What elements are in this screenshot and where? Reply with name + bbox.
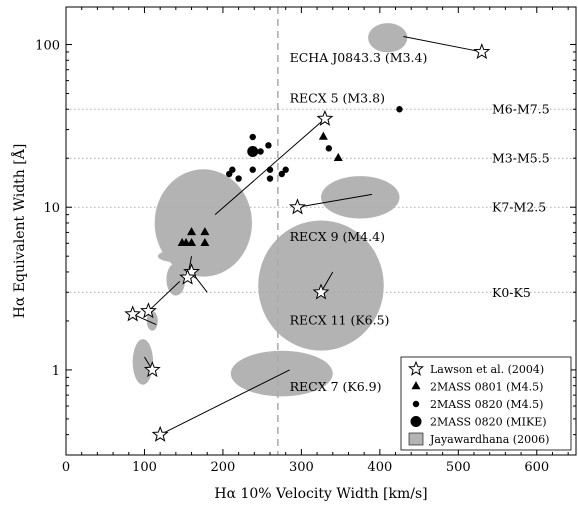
legend-marker-star (407, 360, 425, 376)
point-2mass0820 (325, 145, 333, 152)
legend-marker-large-circle (410, 416, 422, 427)
x-tick-label: 400 (367, 460, 392, 475)
legend-label: 2MASS 0801 (M4.5) (430, 381, 543, 394)
point-2mass0801 (187, 227, 197, 236)
point-lawson (143, 361, 161, 378)
point-lawson (288, 198, 306, 215)
x-axis-title: Hα 10% Velocity Width [km/s] (214, 486, 427, 502)
point-2mass0820 (257, 148, 264, 155)
point-2mass0801 (200, 227, 210, 236)
jayawardhana-region (368, 23, 408, 53)
point-2mass0820 (266, 175, 274, 182)
legend-label: 2MASS 0820 (M4.5) (430, 398, 543, 411)
point-2mass0801 (200, 237, 210, 247)
object-annotation: RECX 5 (M3.8) (290, 91, 385, 106)
legend-marker-triangle (411, 381, 421, 390)
object-annotation: RECX 9 (M4.4) (290, 229, 385, 244)
point-2mass0801 (318, 131, 328, 140)
legend: Lawson et al. (2004) 2MASS 0801 (M4.5) 2MA… (400, 356, 572, 451)
legend-label: Jayawardhana (2006) (429, 433, 549, 446)
axes: 0 100 200 300 400 500 600 1 10 100 Hα 10% Velocity… (10, 6, 577, 502)
point-2mass0820 (235, 175, 242, 182)
x-tick-label: 100 (132, 460, 157, 475)
spectral-type-label: K7-M2.5 (492, 200, 546, 215)
jayawardhana-region (146, 311, 158, 331)
point-lawson (124, 305, 142, 322)
connector-line (297, 193, 373, 208)
jayawardhana-region (132, 339, 154, 385)
y-tick-label: 1 (52, 364, 60, 379)
x-tick-label: 600 (524, 460, 549, 475)
y-tick-label: 10 (43, 201, 60, 216)
point-2mass0820 (278, 170, 285, 178)
spectral-type-label: M3-M5.5 (492, 151, 550, 166)
legend-box (400, 356, 572, 451)
point-lawson (473, 42, 491, 60)
jayawardhana-region (157, 249, 202, 263)
jayawardhana-regions (132, 23, 408, 397)
point-2mass0820 (396, 106, 403, 113)
object-annotation: RECX 7 (K6.9) (290, 379, 382, 394)
point-2mass0820 (265, 142, 272, 149)
point-lawson (179, 268, 197, 285)
text-labels: M6-M7.5 M3-M5.5 K7-M2.5 K0-K5 ECHA J0843.3 (… (290, 50, 550, 394)
legend-marker-small-circle (412, 400, 420, 408)
y-axis-title: Hα Equivalent Width [Å] (10, 144, 28, 319)
legend-label: 2MASS 0820 (MIKE) (430, 416, 547, 429)
point-2mass0820 (249, 166, 256, 173)
x-tick-label: 500 (446, 460, 471, 475)
point-lawson (139, 302, 157, 319)
y-tick-label: 100 (35, 38, 60, 53)
reference-lines (66, 7, 576, 455)
x-tick-label: 0 (62, 460, 70, 475)
point-2mass0801 (187, 237, 197, 247)
point-lawson (316, 109, 334, 126)
point-2mass0820 (266, 166, 274, 173)
jayawardhana-region (321, 176, 400, 219)
point-lawson (151, 425, 169, 442)
x-tick-label: 200 (211, 460, 236, 475)
object-annotation: ECHA J0843.3 (M3.4) (290, 50, 428, 65)
x-tick-label: 300 (289, 460, 314, 475)
data-points (124, 42, 491, 442)
connector-line (403, 35, 482, 53)
point-2mass0820 (226, 170, 233, 178)
connector-line (159, 369, 290, 436)
point-lawson (312, 283, 330, 300)
legend-label: Lawson et al. (2004) (430, 363, 544, 376)
plot-frame (65, 6, 577, 456)
point-2mass0820-mike (247, 145, 259, 157)
point-2mass0820 (282, 166, 289, 173)
legend-marker-region (408, 432, 424, 446)
object-annotation: RECX 11 (K6.5) (290, 313, 390, 328)
jayawardhana-region (166, 263, 186, 296)
spectral-type-label: M6-M7.5 (492, 102, 550, 117)
connector-line (132, 313, 157, 326)
connector-line (148, 281, 181, 312)
spectral-type-label: K0-K5 (492, 285, 531, 300)
point-2mass0820 (249, 133, 256, 141)
point-2mass0801 (333, 152, 343, 161)
